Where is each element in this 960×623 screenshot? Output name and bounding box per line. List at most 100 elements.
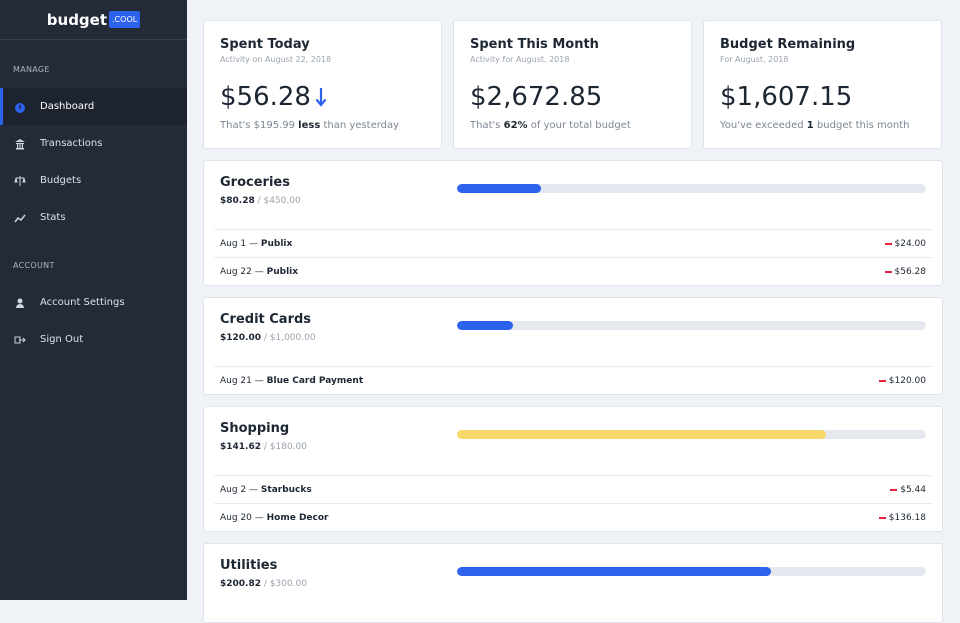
transaction-row[interactable]: Aug 1Publix $24.00: [214, 229, 932, 257]
budget-card: Utilities $200.82$300.00: [203, 543, 943, 623]
transaction-amount: $120.00: [888, 375, 926, 386]
budget-amounts: $200.82$300.00: [220, 579, 307, 589]
nav-item[interactable]: Budgets: [0, 162, 187, 199]
budget-info: Utilities $200.82$300.00: [220, 558, 307, 612]
nav-icon: [15, 102, 25, 113]
progress-track: [457, 430, 926, 439]
budget-amounts: $80.28$450.00: [220, 196, 301, 206]
transaction-row[interactable]: Aug 20Home Decor $136.18: [214, 503, 932, 531]
nav-heading: ACCOUNT: [13, 261, 55, 270]
nav-item[interactable]: Dashboard: [0, 88, 187, 125]
transaction-amount: $5.44: [900, 484, 926, 495]
transaction-merchant: Blue Card Payment: [252, 376, 363, 386]
transaction-info: Aug 22Publix: [220, 267, 298, 277]
nav-icon: [16, 298, 24, 308]
nav: MANAGE Dashboard Transactions Budgets Stats A…: [0, 40, 187, 358]
transaction-merchant: Starbucks: [246, 485, 312, 495]
transaction-amount: $24.00: [894, 238, 927, 249]
transaction-amount-wrap: $5.44: [890, 485, 926, 495]
transaction-row[interactable]: Aug 2Starbucks $5.44: [214, 475, 932, 503]
summary-note: That's $195.99 less than yesterday: [220, 120, 425, 131]
transaction-date: Aug 22: [220, 266, 252, 277]
nav-label: Dashboard: [40, 101, 95, 112]
summary-card: Spent Today Activity on August 22, 2018 $5…: [203, 20, 442, 149]
logo[interactable]: budget .COOL: [0, 0, 187, 40]
progress-fill: [457, 567, 771, 576]
transaction-date: Aug 20: [220, 512, 252, 523]
summary-title: Budget Remaining: [720, 37, 856, 52]
budget-name: Groceries: [220, 175, 290, 190]
nav-item[interactable]: Account Settings: [0, 284, 187, 321]
transaction-amount: $56.28: [894, 266, 927, 277]
nav-item[interactable]: Stats: [0, 199, 187, 236]
budget-spent: $120.00: [220, 333, 261, 343]
summary-amount-row: $2,672.85: [470, 82, 675, 112]
minus-icon: [878, 516, 886, 519]
transaction-merchant: Publix: [252, 267, 298, 277]
progress-track: [457, 567, 926, 576]
budget-limit: $300.00: [261, 579, 307, 589]
transaction-date: Aug 21: [220, 375, 252, 386]
budget-info: Shopping $141.62$180.00: [220, 421, 307, 475]
note-part: 1: [806, 120, 814, 131]
sidebar: budget .COOL MANAGE Dashboard Transactions…: [0, 0, 187, 600]
budget-info: Groceries $80.28$450.00: [220, 175, 301, 229]
summary-amount-row: $56.28: [220, 82, 425, 112]
transaction-date: Aug 2: [220, 484, 247, 495]
budget-amounts: $141.62$180.00: [220, 442, 307, 452]
transaction-info: Aug 2Starbucks: [220, 485, 312, 495]
nav-icon: [14, 336, 26, 343]
progress-fill: [457, 321, 514, 330]
budget-spent: $80.28: [220, 196, 255, 206]
summary-subtitle: Activity on August 22, 2018: [220, 55, 332, 64]
progress-fill: [457, 184, 541, 193]
nav-label: Account Settings: [40, 297, 125, 308]
progress-fill: [457, 430, 826, 439]
transaction-amount-wrap: $120.00: [878, 375, 926, 386]
budget-header: Credit Cards $120.00$1,000.00: [214, 312, 932, 366]
nav-item[interactable]: Transactions: [0, 125, 187, 162]
nav-item[interactable]: Sign Out: [0, 321, 187, 358]
note-part: That's: [470, 120, 504, 131]
minus-icon: [884, 242, 892, 245]
minus-icon: [890, 488, 898, 491]
budget-header: Groceries $80.28$450.00: [214, 175, 932, 229]
main: Spent Today Activity on August 22, 2018 $5…: [203, 20, 943, 623]
transaction-amount-wrap: $24.00: [884, 238, 927, 249]
summary-title: Spent This Month: [470, 37, 599, 52]
note-part: You've exceeded: [720, 120, 807, 131]
summary-title: Spent Today: [220, 37, 310, 52]
transaction-info: Aug 21Blue Card Payment: [220, 376, 363, 386]
summary-card: Spent This Month Activity for August, 201…: [453, 20, 692, 149]
transaction-info: Aug 1Publix: [220, 239, 292, 249]
nav-heading: MANAGE: [13, 65, 50, 74]
budget-card: Shopping $141.62$180.00 Aug 2Starbucks $5.4…: [203, 406, 943, 532]
budget-header: Shopping $141.62$180.00: [214, 421, 932, 475]
summary-subtitle: Activity for August, 2018: [470, 55, 570, 64]
nav-label: Transactions: [40, 138, 103, 149]
budget-amounts: $120.00$1,000.00: [220, 333, 316, 343]
minus-icon: [884, 270, 892, 273]
progress-track: [457, 321, 926, 330]
transaction-row[interactable]: Aug 22Publix $56.28: [214, 257, 932, 285]
budget-spent: $141.62: [220, 442, 261, 452]
summary-amount-row: $1,607.15: [720, 82, 925, 112]
note-part: less: [298, 120, 321, 131]
transaction-amount-wrap: $56.28: [884, 266, 927, 277]
summary-note: You've exceeded 1 budget this month: [720, 120, 925, 131]
minus-icon: [878, 379, 886, 382]
transaction-info: Aug 20Home Decor: [220, 513, 329, 523]
note-part: That's $195.99: [220, 120, 299, 131]
progress-track: [457, 184, 926, 193]
summary-row: Spent Today Activity on August 22, 2018 $5…: [203, 20, 943, 149]
transaction-row[interactable]: Aug 21Blue Card Payment $120.00: [214, 366, 932, 394]
transaction-merchant: Home Decor: [252, 513, 329, 523]
nav-icon: [14, 175, 26, 186]
note-part: than yesterday: [320, 120, 400, 131]
summary-card: Budget Remaining For August, 2018 $1,607.1…: [703, 20, 942, 149]
note-part: 62%: [503, 120, 528, 131]
